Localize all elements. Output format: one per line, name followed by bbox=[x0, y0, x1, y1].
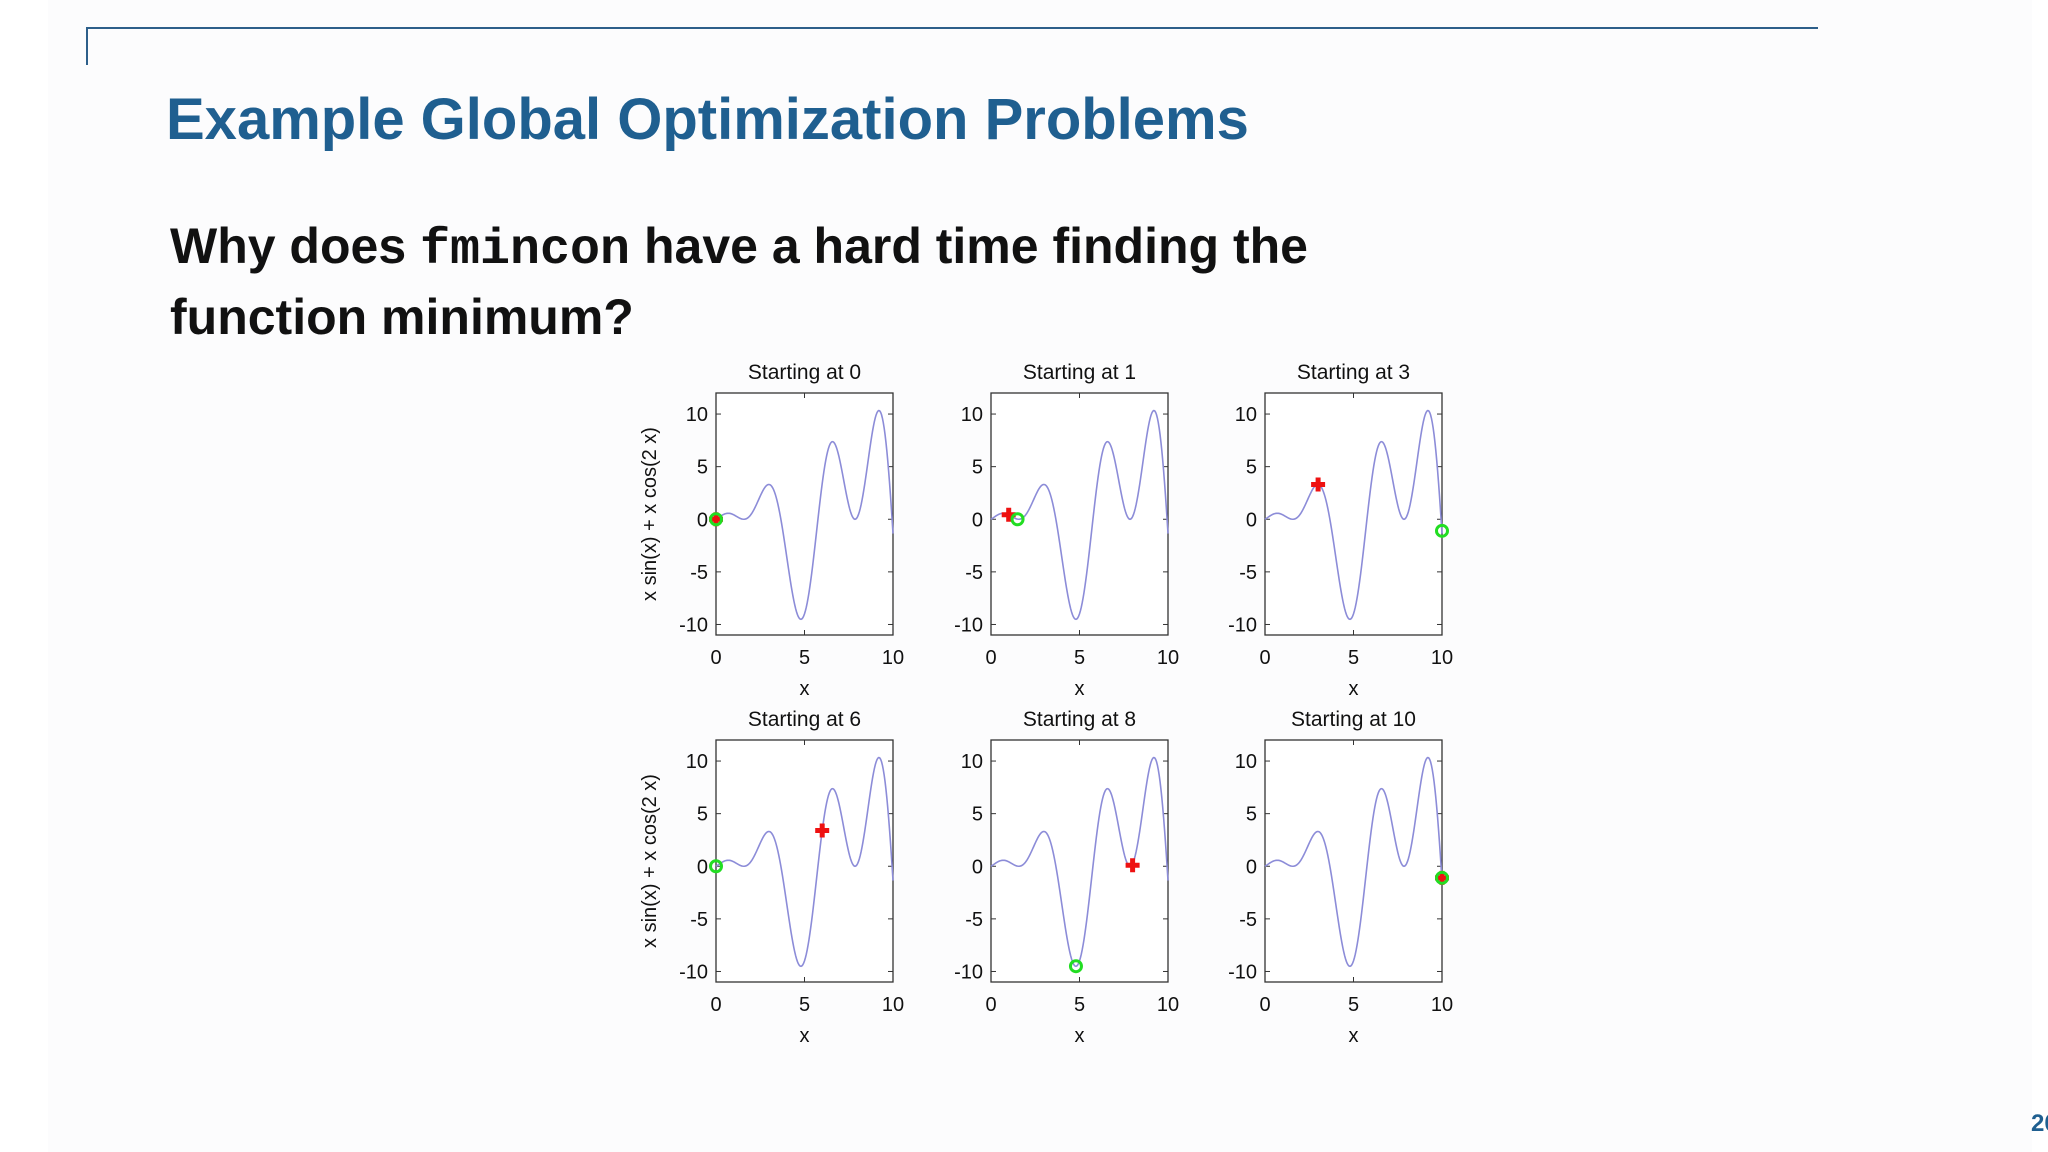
solution-point-marker bbox=[1068, 959, 1083, 974]
function-curve bbox=[990, 409, 1169, 621]
y-tick-label: -10 bbox=[954, 614, 983, 636]
question-part2: have a hard time finding the function mi… bbox=[170, 218, 1308, 345]
y-axis-label: x sin(x) + x cos(2 x) bbox=[639, 774, 661, 948]
plot-frame bbox=[1264, 392, 1443, 636]
x-tick-label: 10 bbox=[1157, 994, 1179, 1016]
y-tick-label: 5 bbox=[1246, 804, 1257, 826]
plot-frame bbox=[715, 739, 894, 983]
x-tick-label: 10 bbox=[882, 647, 904, 669]
x-tick-label: 5 bbox=[1348, 994, 1359, 1016]
solution-point-marker bbox=[1010, 512, 1025, 527]
start-point-marker bbox=[815, 823, 830, 838]
x-tick-label: 5 bbox=[799, 647, 810, 669]
y-tick-label: 10 bbox=[686, 751, 708, 773]
x-axis-label: x bbox=[1349, 1025, 1359, 1047]
x-tick-label: 0 bbox=[710, 994, 721, 1016]
y-tick-label: 10 bbox=[1235, 404, 1257, 426]
left-rule bbox=[86, 27, 88, 65]
solution-point-marker bbox=[1435, 870, 1449, 885]
y-tick-label: 10 bbox=[1235, 751, 1257, 773]
page-number: 20 bbox=[2031, 1110, 2048, 1137]
y-axis-label: x sin(x) + x cos(2 x) bbox=[639, 427, 661, 601]
plot-frame bbox=[715, 392, 894, 636]
plot-frame bbox=[990, 739, 1169, 983]
y-tick-label: 5 bbox=[972, 457, 983, 479]
x-tick-label: 5 bbox=[1074, 994, 1085, 1016]
x-tick-label: 0 bbox=[985, 647, 996, 669]
solution-point-marker bbox=[1435, 523, 1449, 538]
y-tick-label: 5 bbox=[697, 804, 708, 826]
function-curve bbox=[715, 756, 894, 968]
y-tick-label: -5 bbox=[1239, 562, 1257, 584]
x-axis-label: x bbox=[1075, 678, 1085, 700]
subplot-title: Starting at 1 bbox=[1023, 361, 1136, 384]
x-tick-label: 10 bbox=[1431, 647, 1453, 669]
y-tick-label: -5 bbox=[1239, 909, 1257, 931]
y-tick-label: 0 bbox=[1246, 856, 1257, 878]
y-tick-label: -10 bbox=[954, 961, 983, 983]
slide-title: Example Global Optimization Problems bbox=[166, 87, 1249, 152]
y-tick-label: 0 bbox=[1246, 509, 1257, 531]
y-tick-label: -5 bbox=[690, 909, 708, 931]
x-tick-label: 10 bbox=[882, 994, 904, 1016]
y-tick-label: -5 bbox=[965, 562, 983, 584]
y-tick-label: 5 bbox=[972, 804, 983, 826]
x-tick-label: 5 bbox=[1074, 647, 1085, 669]
x-tick-label: 0 bbox=[710, 647, 721, 669]
x-axis-label: x bbox=[800, 1025, 810, 1047]
start-point-marker bbox=[1311, 477, 1326, 492]
y-tick-label: 10 bbox=[961, 751, 983, 773]
x-axis-label: x bbox=[1349, 678, 1359, 700]
y-tick-label: -5 bbox=[965, 909, 983, 931]
slide: Example Global Optimization Problems Why… bbox=[48, 0, 2048, 1152]
function-curve bbox=[1264, 409, 1443, 621]
x-tick-label: 10 bbox=[1157, 647, 1179, 669]
x-tick-label: 5 bbox=[799, 994, 810, 1016]
y-tick-label: 5 bbox=[697, 457, 708, 479]
y-tick-label: -5 bbox=[690, 562, 708, 584]
x-tick-label: 0 bbox=[985, 994, 996, 1016]
solution-point-marker bbox=[709, 859, 723, 874]
y-tick-label: 10 bbox=[961, 404, 983, 426]
x-axis-label: x bbox=[800, 678, 810, 700]
subplot-title: Starting at 3 bbox=[1297, 361, 1410, 384]
y-tick-label: -10 bbox=[1228, 614, 1257, 636]
x-tick-label: 10 bbox=[1431, 994, 1453, 1016]
top-rule bbox=[86, 27, 1818, 29]
x-tick-label: 0 bbox=[1259, 647, 1270, 669]
y-tick-label: 0 bbox=[972, 856, 983, 878]
subplot-title: Starting at 10 bbox=[1291, 708, 1416, 731]
y-tick-label: 10 bbox=[686, 404, 708, 426]
subplot-title: Starting at 6 bbox=[748, 708, 861, 731]
y-tick-label: 0 bbox=[697, 856, 708, 878]
y-tick-label: 5 bbox=[1246, 457, 1257, 479]
question-text: Why does fmincon have a hard time findin… bbox=[170, 213, 1470, 350]
start-point-marker bbox=[1125, 858, 1140, 873]
subplot-title: Starting at 0 bbox=[748, 361, 861, 384]
question-code: fmincon bbox=[420, 222, 631, 279]
y-tick-label: 0 bbox=[972, 509, 983, 531]
x-tick-label: 0 bbox=[1259, 994, 1270, 1016]
solution-point-marker bbox=[709, 512, 723, 527]
y-tick-label: -10 bbox=[1228, 961, 1257, 983]
question-part1: Why does bbox=[170, 218, 421, 274]
x-tick-label: 5 bbox=[1348, 647, 1359, 669]
function-curve bbox=[715, 409, 894, 621]
x-axis-label: x bbox=[1075, 1025, 1085, 1047]
plot-frame bbox=[1264, 739, 1443, 983]
y-tick-label: -10 bbox=[679, 614, 708, 636]
y-tick-label: 0 bbox=[697, 509, 708, 531]
function-curve bbox=[1264, 756, 1443, 968]
y-tick-label: -10 bbox=[679, 961, 708, 983]
subplot-title: Starting at 8 bbox=[1023, 708, 1136, 731]
